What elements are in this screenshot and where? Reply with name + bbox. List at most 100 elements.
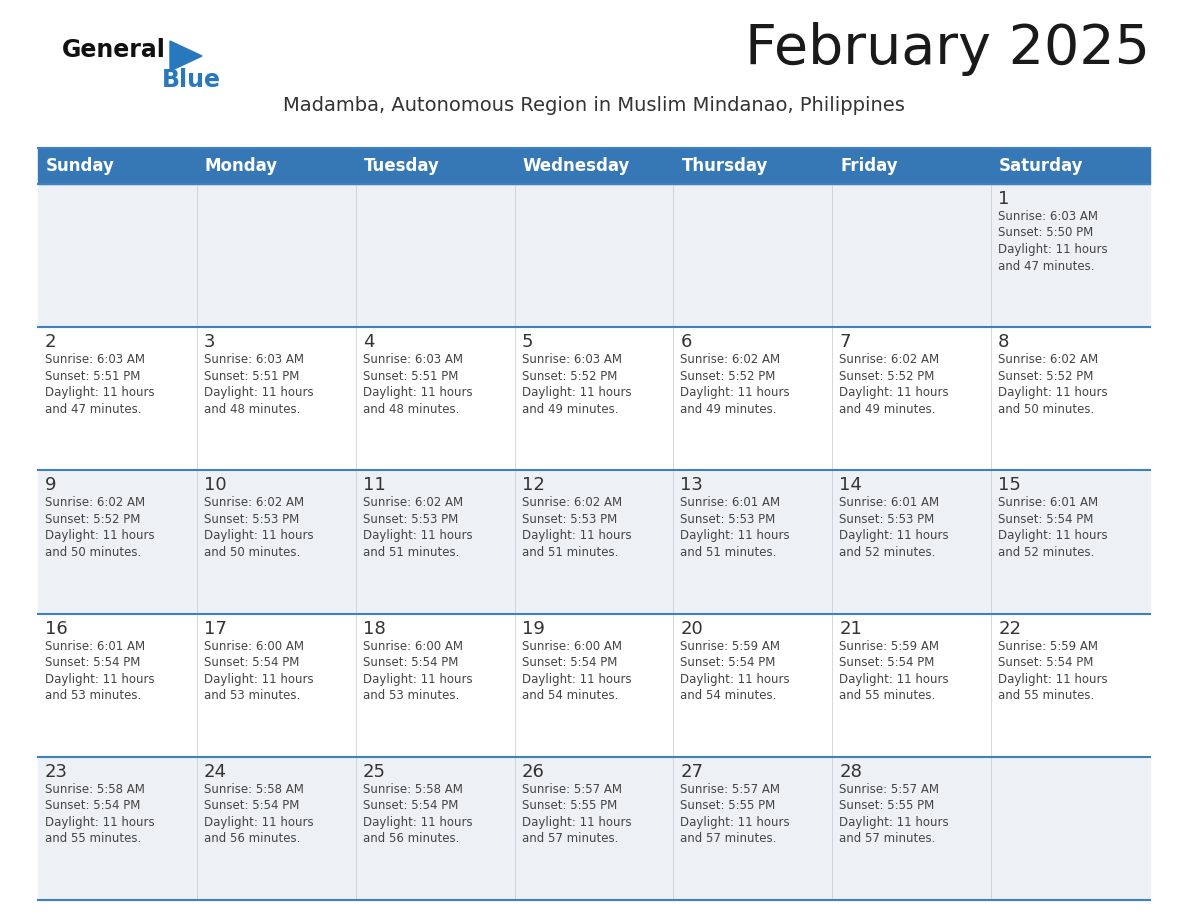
Text: Daylight: 11 hours: Daylight: 11 hours	[839, 530, 949, 543]
Text: Sunset: 5:53 PM: Sunset: 5:53 PM	[362, 513, 457, 526]
Text: and 48 minutes.: and 48 minutes.	[362, 403, 459, 416]
Text: Sunrise: 5:59 AM: Sunrise: 5:59 AM	[998, 640, 1098, 653]
Text: Monday: Monday	[204, 157, 278, 175]
Text: Tuesday: Tuesday	[364, 157, 440, 175]
Text: Sunset: 5:52 PM: Sunset: 5:52 PM	[681, 370, 776, 383]
Text: and 53 minutes.: and 53 minutes.	[362, 689, 459, 702]
Text: 9: 9	[45, 476, 57, 495]
Text: 14: 14	[839, 476, 862, 495]
Text: 11: 11	[362, 476, 385, 495]
Text: and 47 minutes.: and 47 minutes.	[45, 403, 141, 416]
Text: 13: 13	[681, 476, 703, 495]
Text: Sunset: 5:52 PM: Sunset: 5:52 PM	[522, 370, 617, 383]
Text: 8: 8	[998, 333, 1010, 352]
Text: Sunrise: 6:02 AM: Sunrise: 6:02 AM	[522, 497, 621, 509]
Text: Sunset: 5:54 PM: Sunset: 5:54 PM	[681, 656, 776, 669]
Text: Sunrise: 5:58 AM: Sunrise: 5:58 AM	[362, 783, 462, 796]
Text: and 55 minutes.: and 55 minutes.	[998, 689, 1094, 702]
Text: Sunset: 5:52 PM: Sunset: 5:52 PM	[839, 370, 935, 383]
Text: Daylight: 11 hours: Daylight: 11 hours	[45, 673, 154, 686]
Text: Sunrise: 6:03 AM: Sunrise: 6:03 AM	[204, 353, 304, 366]
Text: and 51 minutes.: and 51 minutes.	[362, 546, 459, 559]
Text: Sunset: 5:54 PM: Sunset: 5:54 PM	[45, 800, 140, 812]
Text: Daylight: 11 hours: Daylight: 11 hours	[204, 530, 314, 543]
Text: 10: 10	[204, 476, 227, 495]
Text: Friday: Friday	[840, 157, 898, 175]
Text: Sunrise: 5:58 AM: Sunrise: 5:58 AM	[45, 783, 145, 796]
Text: 28: 28	[839, 763, 862, 781]
Text: Sunrise: 5:57 AM: Sunrise: 5:57 AM	[522, 783, 621, 796]
Text: 1: 1	[998, 190, 1010, 208]
Text: Sunset: 5:54 PM: Sunset: 5:54 PM	[998, 513, 1093, 526]
Bar	[38, 470, 1150, 613]
Polygon shape	[170, 41, 202, 71]
Text: Daylight: 11 hours: Daylight: 11 hours	[681, 530, 790, 543]
Text: Daylight: 11 hours: Daylight: 11 hours	[998, 243, 1107, 256]
Text: Sunset: 5:54 PM: Sunset: 5:54 PM	[362, 800, 459, 812]
Text: Sunrise: 6:01 AM: Sunrise: 6:01 AM	[839, 497, 940, 509]
Text: and 47 minutes.: and 47 minutes.	[998, 260, 1094, 273]
Text: 22: 22	[998, 620, 1022, 638]
Text: Sunset: 5:52 PM: Sunset: 5:52 PM	[45, 513, 140, 526]
Text: Sunset: 5:54 PM: Sunset: 5:54 PM	[362, 656, 459, 669]
Text: and 54 minutes.: and 54 minutes.	[681, 689, 777, 702]
Text: Daylight: 11 hours: Daylight: 11 hours	[681, 816, 790, 829]
Text: and 48 minutes.: and 48 minutes.	[204, 403, 301, 416]
Text: Sunrise: 6:03 AM: Sunrise: 6:03 AM	[45, 353, 145, 366]
Text: Sunset: 5:50 PM: Sunset: 5:50 PM	[998, 227, 1093, 240]
Text: and 56 minutes.: and 56 minutes.	[204, 833, 301, 845]
Text: Sunrise: 5:57 AM: Sunrise: 5:57 AM	[681, 783, 781, 796]
Text: Daylight: 11 hours: Daylight: 11 hours	[522, 530, 631, 543]
Text: Sunset: 5:53 PM: Sunset: 5:53 PM	[839, 513, 935, 526]
Text: Sunrise: 6:00 AM: Sunrise: 6:00 AM	[362, 640, 462, 653]
Text: and 55 minutes.: and 55 minutes.	[839, 689, 935, 702]
Text: Sunset: 5:54 PM: Sunset: 5:54 PM	[204, 800, 299, 812]
Text: and 49 minutes.: and 49 minutes.	[681, 403, 777, 416]
Bar	[38, 184, 1150, 327]
Text: Daylight: 11 hours: Daylight: 11 hours	[204, 386, 314, 399]
Text: Daylight: 11 hours: Daylight: 11 hours	[204, 673, 314, 686]
Text: 19: 19	[522, 620, 544, 638]
Text: Sunrise: 6:01 AM: Sunrise: 6:01 AM	[998, 497, 1098, 509]
Text: and 54 minutes.: and 54 minutes.	[522, 689, 618, 702]
Text: Thursday: Thursday	[682, 157, 767, 175]
Bar	[38, 613, 1150, 756]
Text: Daylight: 11 hours: Daylight: 11 hours	[362, 386, 473, 399]
Text: Sunset: 5:54 PM: Sunset: 5:54 PM	[45, 656, 140, 669]
Text: Saturday: Saturday	[999, 157, 1083, 175]
Text: Sunrise: 6:02 AM: Sunrise: 6:02 AM	[998, 353, 1098, 366]
Text: Daylight: 11 hours: Daylight: 11 hours	[204, 816, 314, 829]
Text: Sunrise: 5:59 AM: Sunrise: 5:59 AM	[839, 640, 940, 653]
Text: Daylight: 11 hours: Daylight: 11 hours	[522, 816, 631, 829]
Text: Daylight: 11 hours: Daylight: 11 hours	[681, 386, 790, 399]
Text: Daylight: 11 hours: Daylight: 11 hours	[998, 530, 1107, 543]
Text: Daylight: 11 hours: Daylight: 11 hours	[522, 386, 631, 399]
Text: 20: 20	[681, 620, 703, 638]
Text: Sunrise: 6:00 AM: Sunrise: 6:00 AM	[204, 640, 304, 653]
Text: and 50 minutes.: and 50 minutes.	[45, 546, 141, 559]
Text: and 55 minutes.: and 55 minutes.	[45, 833, 141, 845]
Text: Daylight: 11 hours: Daylight: 11 hours	[681, 673, 790, 686]
Text: and 51 minutes.: and 51 minutes.	[522, 546, 618, 559]
Text: Daylight: 11 hours: Daylight: 11 hours	[839, 386, 949, 399]
Text: Daylight: 11 hours: Daylight: 11 hours	[45, 816, 154, 829]
Text: Sunset: 5:51 PM: Sunset: 5:51 PM	[45, 370, 140, 383]
Text: Sunrise: 6:02 AM: Sunrise: 6:02 AM	[362, 497, 463, 509]
Text: February 2025: February 2025	[745, 22, 1150, 76]
Text: Daylight: 11 hours: Daylight: 11 hours	[839, 673, 949, 686]
Text: Daylight: 11 hours: Daylight: 11 hours	[45, 530, 154, 543]
Text: Daylight: 11 hours: Daylight: 11 hours	[839, 816, 949, 829]
Text: Sunrise: 5:57 AM: Sunrise: 5:57 AM	[839, 783, 940, 796]
Bar	[38, 756, 1150, 900]
Text: Daylight: 11 hours: Daylight: 11 hours	[522, 673, 631, 686]
Text: and 49 minutes.: and 49 minutes.	[522, 403, 618, 416]
Text: 7: 7	[839, 333, 851, 352]
Bar	[38, 148, 1150, 184]
Text: and 57 minutes.: and 57 minutes.	[522, 833, 618, 845]
Text: 6: 6	[681, 333, 691, 352]
Text: Sunrise: 5:59 AM: Sunrise: 5:59 AM	[681, 640, 781, 653]
Text: 23: 23	[45, 763, 68, 781]
Text: Sunrise: 6:02 AM: Sunrise: 6:02 AM	[204, 497, 304, 509]
Text: Madamba, Autonomous Region in Muslim Mindanao, Philippines: Madamba, Autonomous Region in Muslim Min…	[283, 96, 905, 115]
Bar	[38, 327, 1150, 470]
